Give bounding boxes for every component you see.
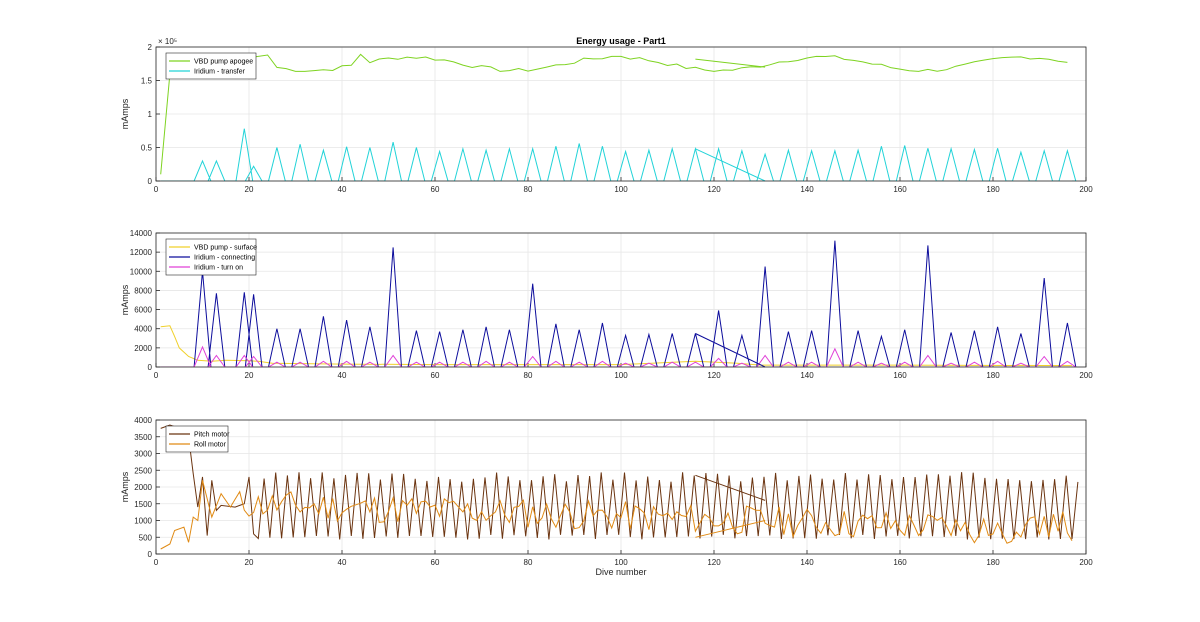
series-artifact-line xyxy=(695,520,766,538)
x-tick-label: 0 xyxy=(154,371,159,380)
legend-label: VBD pump apogee xyxy=(194,59,253,66)
y-exponent-label: × 10⁵ xyxy=(158,37,177,46)
legend: VBD pump apogee Iridium - transfer xyxy=(165,52,257,80)
y-tick-label: 2500 xyxy=(134,466,152,475)
x-tick-label: 120 xyxy=(707,371,721,380)
x-tick-label: 120 xyxy=(707,558,721,567)
legend: VBD pump - surface Iridium - connecting Ir… xyxy=(165,238,257,276)
x-tick-label: 40 xyxy=(338,558,347,567)
y-tick-label: 8000 xyxy=(134,286,152,295)
x-tick-label: 100 xyxy=(614,185,628,194)
series-line-2 xyxy=(160,480,1073,550)
y-tick-label: 1000 xyxy=(134,517,152,526)
series-line-2 xyxy=(160,128,1077,181)
legend-label: Pitch motor xyxy=(194,432,230,439)
x-tick-label: 180 xyxy=(986,371,1000,380)
chart-panel-2: 0 20 40 60 80 100 120 140 160 180 2000200040006000… xyxy=(120,229,1093,380)
series-artifact-line xyxy=(695,474,766,501)
legend-box xyxy=(165,425,229,453)
x-tick-label: 180 xyxy=(986,558,1000,567)
x-tick-label: 160 xyxy=(893,371,907,380)
y-tick-label: 2 xyxy=(148,43,153,52)
y-tick-label: 4000 xyxy=(134,416,152,425)
x-tick-label: 200 xyxy=(1079,185,1093,194)
y-tick-label: 500 xyxy=(139,533,153,542)
series-line-3 xyxy=(160,345,1077,367)
legend-label: Iridium - connecting xyxy=(194,255,255,262)
series-artifact-line xyxy=(695,58,766,68)
chart-panel-3: 0 20 40 60 80 100 120 140 160 180 2000500100015002… xyxy=(120,416,1093,577)
axes-box xyxy=(155,419,1087,555)
x-tick-label: 160 xyxy=(893,558,907,567)
series-line-2 xyxy=(160,240,1077,367)
y-axis-label: mAmps xyxy=(120,471,130,502)
x-tick-label: 20 xyxy=(245,558,254,567)
series-line-1 xyxy=(160,424,1079,540)
y-axis-label: mAmps xyxy=(120,98,130,129)
y-tick-label: 2000 xyxy=(134,483,152,492)
y-tick-label: 1500 xyxy=(134,500,152,509)
x-tick-label: 200 xyxy=(1079,558,1093,567)
x-tick-label: 40 xyxy=(338,371,347,380)
legend-label: VBD pump - surface xyxy=(194,245,257,252)
x-tick-label: 60 xyxy=(431,558,440,567)
y-tick-label: 1.5 xyxy=(141,77,153,86)
x-tick-label: 100 xyxy=(614,558,628,567)
x-tick-label: 20 xyxy=(245,185,254,194)
series-line-1 xyxy=(160,53,1068,175)
x-tick-label: 80 xyxy=(524,185,533,194)
y-tick-label: 12000 xyxy=(130,248,153,257)
x-tick-label: 80 xyxy=(524,558,533,567)
legend-box xyxy=(165,52,257,80)
y-tick-label: 0 xyxy=(148,550,153,559)
x-tick-label: 0 xyxy=(154,185,159,194)
x-tick-label: 20 xyxy=(245,371,254,380)
x-tick-label: 140 xyxy=(800,558,814,567)
y-tick-label: 3000 xyxy=(134,450,152,459)
y-tick-label: 0 xyxy=(148,363,153,372)
y-tick-label: 3500 xyxy=(134,433,152,442)
y-tick-label: 10000 xyxy=(130,267,153,276)
y-tick-label: 4000 xyxy=(134,325,152,334)
x-tick-label: 140 xyxy=(800,185,814,194)
series-line-1 xyxy=(160,325,1073,367)
y-tick-label: 14000 xyxy=(130,229,153,238)
y-tick-label: 0 xyxy=(148,177,153,186)
axes-box xyxy=(155,232,1087,368)
legend-label: Iridium - transfer xyxy=(194,69,246,76)
axes-box xyxy=(155,46,1087,182)
x-tick-label: 180 xyxy=(986,185,1000,194)
legend-label: Iridium - turn on xyxy=(194,265,243,272)
legend: Pitch motor Roll motor xyxy=(165,425,230,453)
x-tick-label: 60 xyxy=(431,371,440,380)
chart-title: Energy usage - Part1 xyxy=(576,36,666,46)
x-axis-label: Dive number xyxy=(595,567,646,577)
x-tick-label: 200 xyxy=(1079,371,1093,380)
x-tick-label: 60 xyxy=(431,185,440,194)
y-axis-label: mAmps xyxy=(120,284,130,315)
x-tick-label: 100 xyxy=(614,371,628,380)
x-tick-label: 80 xyxy=(524,371,533,380)
series-artifact-line xyxy=(695,148,766,182)
y-tick-label: 6000 xyxy=(134,306,152,315)
y-tick-label: 1 xyxy=(148,110,153,119)
x-tick-label: 120 xyxy=(707,185,721,194)
y-tick-label: 0.5 xyxy=(141,144,153,153)
series-artifact-line xyxy=(695,333,766,368)
chart-panel-1: 0 20 40 60 80 100 120 140 160 180 200 0 0.5 1 1.5 2 mAmp… xyxy=(120,36,1093,194)
x-tick-label: 40 xyxy=(338,185,347,194)
y-tick-label: 2000 xyxy=(134,344,152,353)
legend-label: Roll motor xyxy=(194,442,227,449)
x-tick-label: 0 xyxy=(154,558,159,567)
x-tick-label: 140 xyxy=(800,371,814,380)
x-tick-label: 160 xyxy=(893,185,907,194)
